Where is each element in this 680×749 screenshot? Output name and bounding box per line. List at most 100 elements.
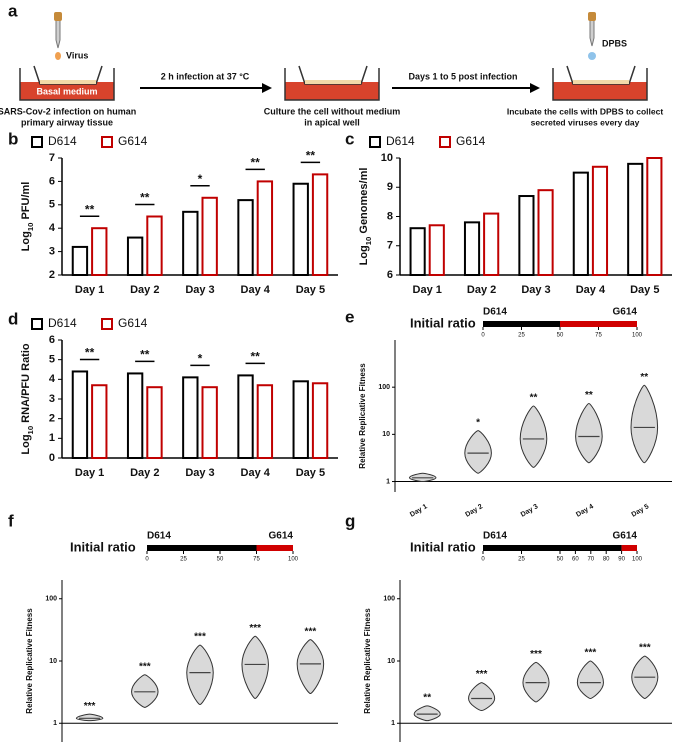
- bar: [292, 182, 309, 277]
- ratio-tick-label: 75: [253, 557, 260, 563]
- y-axis-label-part: Log: [358, 245, 370, 265]
- ratio-tick-label: 0: [481, 557, 485, 563]
- panel-label: f: [8, 511, 14, 530]
- tissue: [305, 80, 361, 84]
- bar: [201, 386, 218, 460]
- ratio-tick-label: 100: [288, 557, 299, 563]
- y-axis-label-part: 10: [364, 237, 373, 246]
- medium: [20, 82, 114, 100]
- tissue: [40, 80, 96, 84]
- significance-label: ***: [84, 701, 96, 712]
- legend-label: G614: [118, 134, 148, 148]
- y-tick-label: 4: [49, 373, 56, 385]
- violin: [413, 705, 441, 722]
- significance-label: ***: [249, 623, 261, 634]
- x-tick-label: Day 1: [413, 284, 442, 296]
- ratio-tick-label: 80: [603, 557, 610, 563]
- y-axis-label-part: RNA/PFU Ratio: [20, 343, 32, 426]
- ratio-left-label: D614: [147, 531, 171, 542]
- y-tick-label: 100: [383, 596, 395, 603]
- arrow-label: 2 h infection at 37 °C: [161, 71, 250, 81]
- x-tick-label: Day 5: [630, 284, 659, 296]
- ratio-tick-label: 25: [518, 557, 525, 563]
- bar: [311, 382, 329, 459]
- significance-label: ***: [476, 669, 488, 680]
- violin: [519, 405, 548, 468]
- y-axis-label-part: Log: [20, 231, 32, 251]
- x-tick-label: Day 4: [576, 284, 606, 296]
- step-caption: secreted viruses every day: [531, 117, 640, 127]
- dropper-bulb: [588, 12, 596, 21]
- y-tick-label: 1: [49, 432, 55, 444]
- ratio-bar-left: [483, 321, 560, 327]
- violin: [468, 682, 496, 712]
- y-tick-label: 1: [53, 720, 57, 727]
- dpbs-label: DPBS: [602, 38, 627, 48]
- y-axis-label-part: PFU/ml: [20, 182, 32, 223]
- legend-label: D614: [48, 316, 77, 330]
- x-tick-label: Day 2: [130, 467, 159, 479]
- legend-swatch: [31, 318, 43, 330]
- legend-label: D614: [386, 134, 415, 148]
- y-tick-label: 1: [391, 720, 395, 727]
- panel-label: d: [8, 309, 18, 328]
- y-tick-label: 6: [387, 269, 393, 281]
- y-axis-label: Relative Replicative Fitness: [358, 363, 367, 469]
- bar: [91, 227, 108, 276]
- bar: [91, 384, 108, 460]
- y-tick-label: 4: [49, 222, 56, 234]
- bar: [256, 180, 274, 276]
- panel-label: c: [345, 129, 354, 148]
- significance-label: **: [423, 693, 431, 704]
- bar: [627, 162, 644, 277]
- y-axis-label: Relative Replicative Fitness: [363, 608, 372, 714]
- bar: [483, 212, 500, 276]
- virus-drop: [55, 52, 61, 60]
- y-tick-label: 10: [387, 658, 395, 665]
- x-tick-label: Day 3: [185, 284, 214, 296]
- medium: [553, 82, 647, 100]
- violin: [296, 639, 325, 695]
- bar: [237, 374, 254, 459]
- virus-label: Virus: [66, 50, 88, 60]
- arrow-head: [262, 83, 272, 93]
- medium: [285, 82, 379, 100]
- violin: [575, 403, 603, 464]
- x-tick-label: Day 1: [75, 284, 104, 296]
- y-axis-label: Log10 Genomes/ml: [358, 168, 373, 266]
- dropper: [589, 19, 595, 47]
- significance-label: **: [251, 156, 261, 170]
- y-tick-label: 5: [49, 199, 55, 211]
- ratio-tick-label: 0: [481, 333, 485, 339]
- y-tick-label: 2: [49, 269, 55, 281]
- step-caption: primary airway tissue: [21, 117, 113, 127]
- legend-label: G614: [118, 316, 148, 330]
- x-tick-label: Day 2: [464, 503, 484, 518]
- y-tick-label: 5: [49, 354, 55, 366]
- y-tick-label: 7: [387, 240, 393, 252]
- legend-label: G614: [456, 134, 486, 148]
- y-tick-label: 100: [45, 596, 57, 603]
- legend-swatch: [101, 318, 113, 330]
- y-tick-label: 6: [49, 175, 55, 187]
- x-tick-label: Day 4: [241, 467, 271, 479]
- x-tick-label: Day 1: [409, 503, 429, 518]
- y-tick-label: 2: [49, 413, 55, 425]
- y-axis-label-part: Log: [20, 434, 32, 454]
- significance-label: *: [198, 352, 203, 366]
- medium-label: Basal medium: [36, 86, 97, 96]
- violin: [241, 635, 269, 699]
- y-axis-label: Relative Replicative Fitness: [25, 608, 34, 714]
- bar: [518, 195, 535, 276]
- y-axis-label-part: Genomes/ml: [358, 168, 370, 237]
- y-tick-label: 10: [49, 658, 57, 665]
- panel-label: b: [8, 129, 18, 148]
- y-tick-label: 6: [49, 334, 55, 346]
- bar: [146, 386, 163, 460]
- ratio-tick-label: 0: [145, 557, 149, 563]
- schematic: a Basal medium Virus SARS-Cov-2 infectio…: [0, 1, 663, 127]
- ratio-label: Initial ratio: [410, 539, 476, 554]
- legend-swatch: [31, 136, 43, 148]
- arrow-label: Days 1 to 5 post infection: [408, 71, 517, 81]
- ratio-tick-label: 70: [587, 557, 594, 563]
